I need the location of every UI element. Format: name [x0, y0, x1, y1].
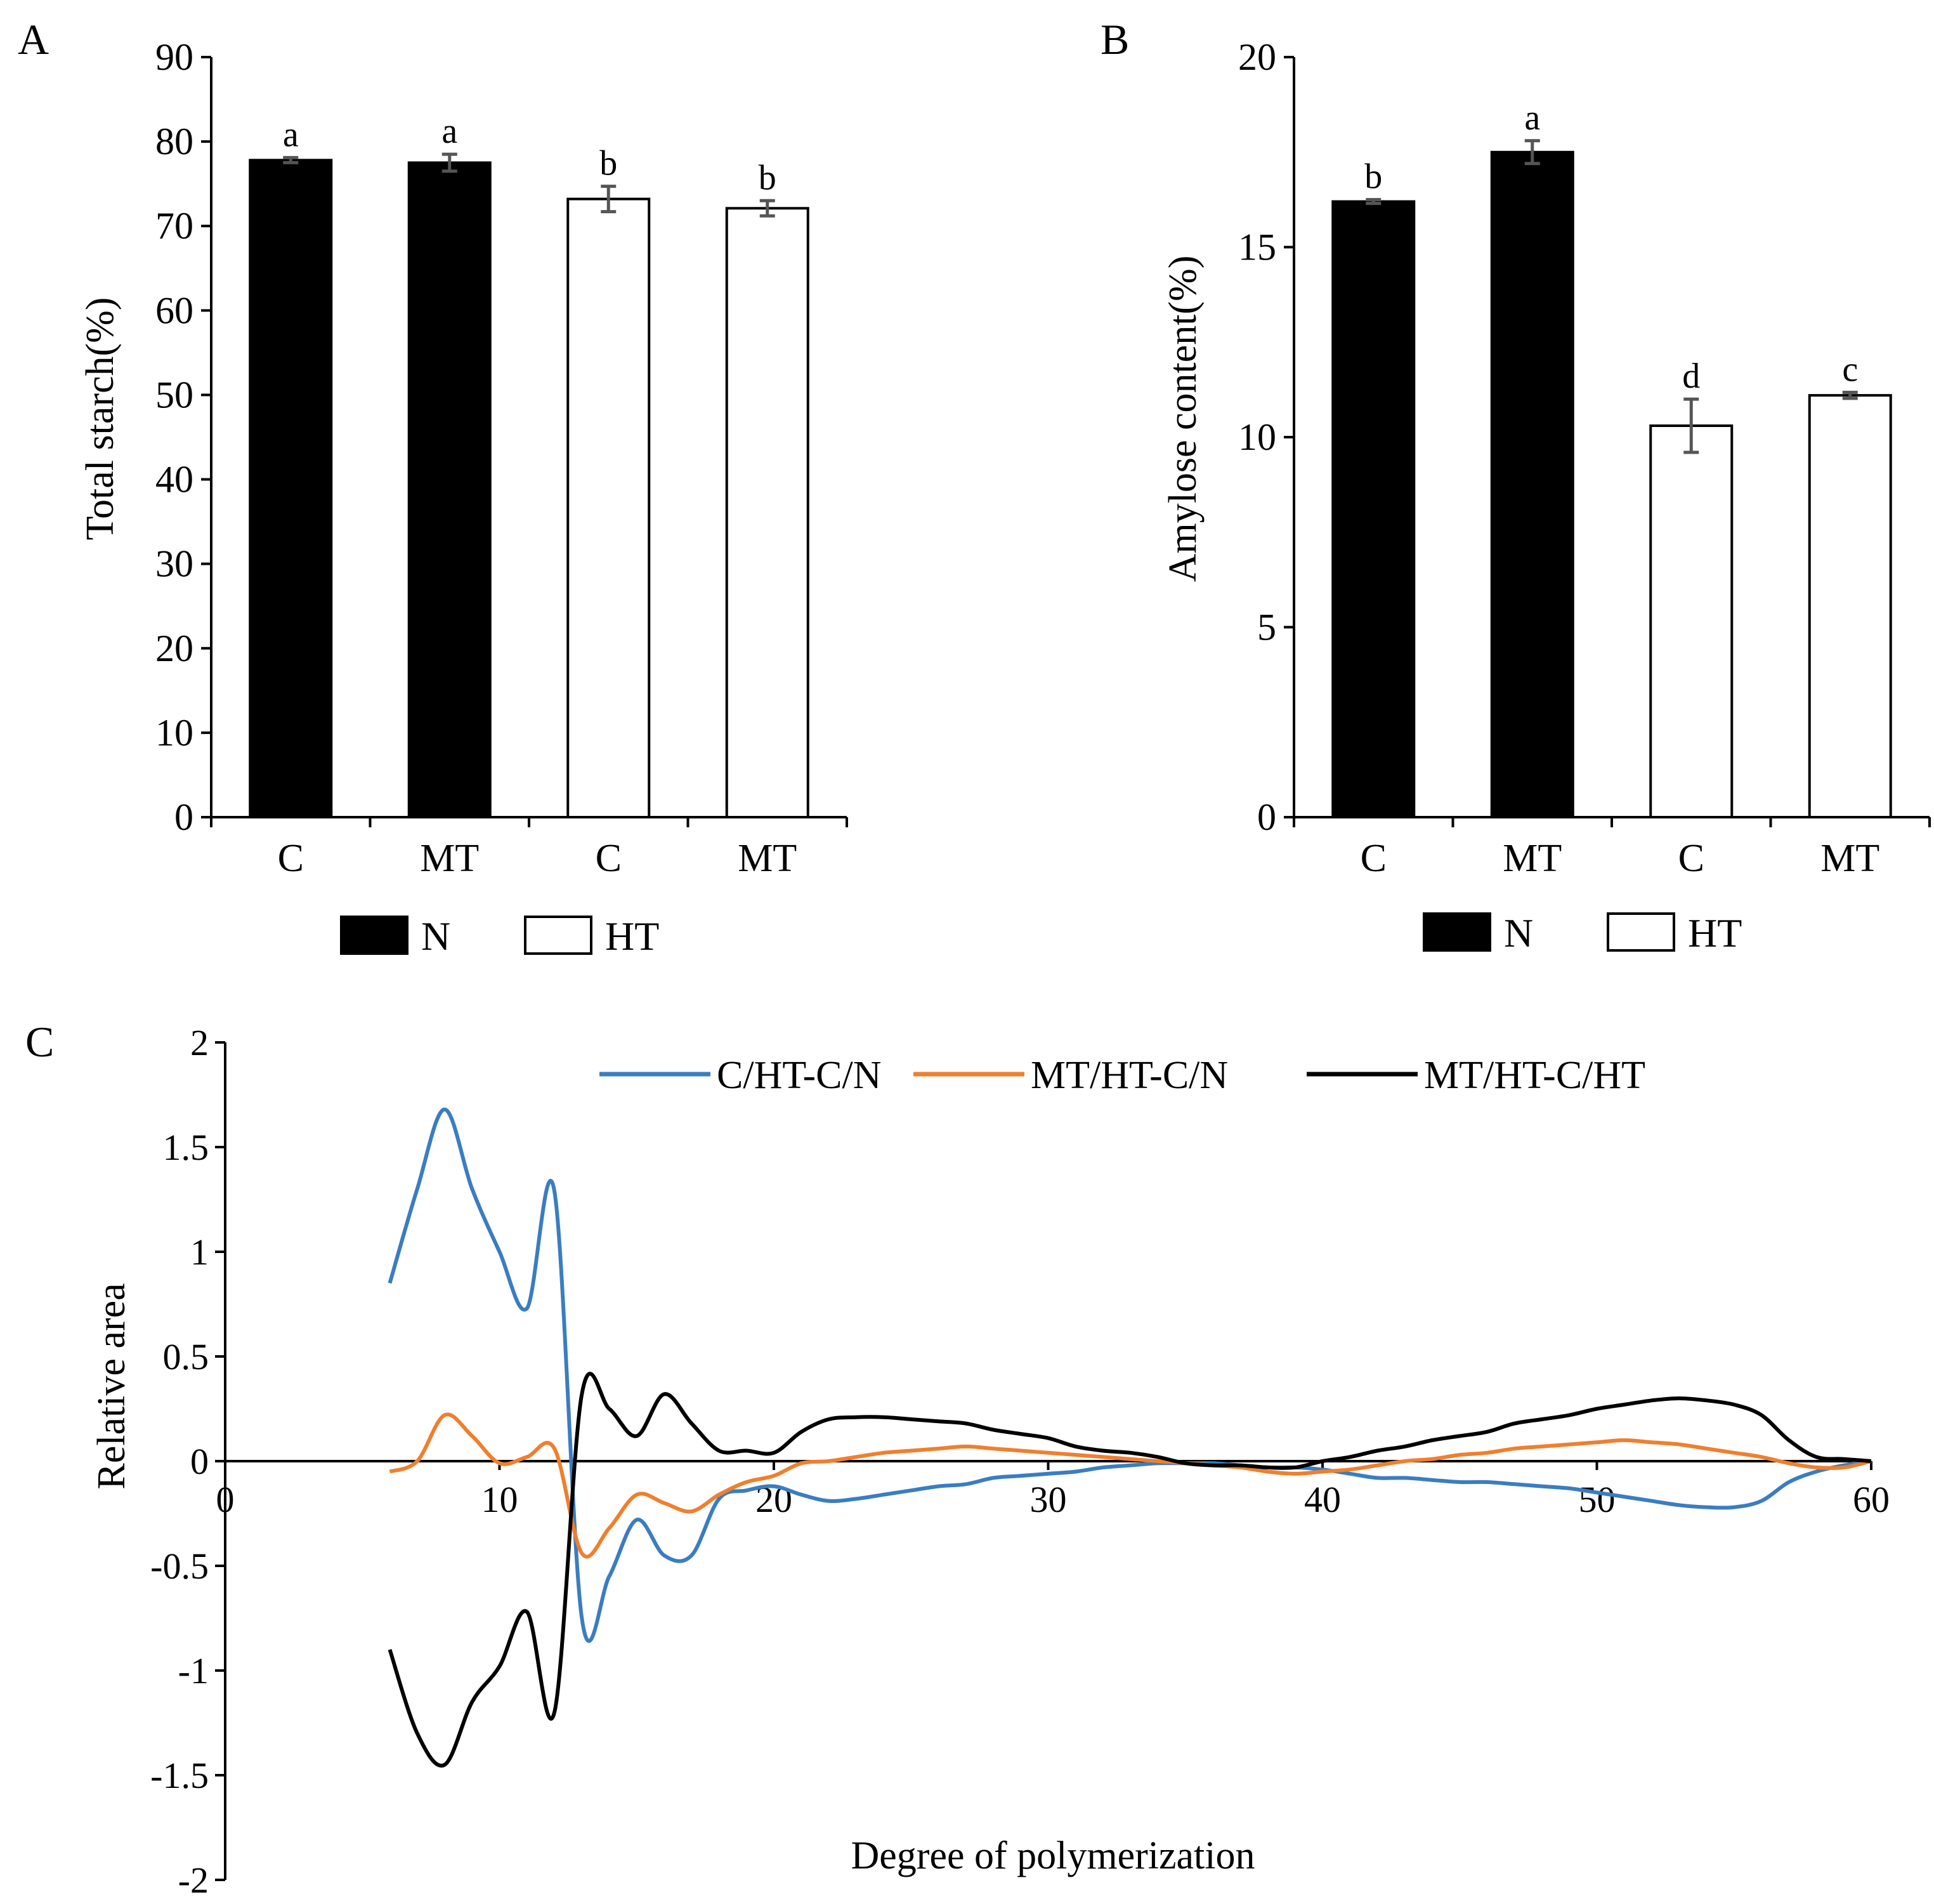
panel-c-y-tick-label: -2 [178, 1860, 209, 1901]
panel-b-legend-swatch [1607, 912, 1675, 952]
panel-a-sig-letter: b [599, 144, 617, 183]
panel-b-category-label: C [1361, 837, 1387, 880]
panel-a-sig-letter: b [759, 158, 776, 197]
panel-b-legend-label: N [1504, 910, 1533, 955]
panel-c-y-tick-label: 2 [190, 1022, 209, 1063]
panel-c-series-line-3 [388, 1372, 1872, 1768]
panel-a-category-label: C [278, 837, 304, 880]
panel-a-y-tick-label: 0 [174, 796, 193, 838]
panel-a-y-tick-label: 10 [155, 712, 193, 754]
panel-c-series-line-1 [388, 1107, 1872, 1643]
panel-a-ylabel: Total starch(%) [79, 298, 122, 541]
panel-a-legend-label: HT [605, 914, 659, 959]
panel-b-bar [1649, 424, 1734, 818]
panel-c-y-tick-label: 0 [190, 1441, 209, 1482]
panel-c-legend-label: MT/HT-C/N [1031, 1054, 1228, 1097]
panel-a-bar [566, 197, 651, 819]
panel-c-ylabel: Relative area [90, 1283, 133, 1489]
panel-a-bar [249, 159, 333, 819]
panel-b-category-label: MT [1820, 837, 1879, 880]
panel-b: B Amylose content(%) 0 5 10 15 20 b Ca MT d Cc MT N… [1101, 15, 1931, 955]
panel-c-x-tick-label: 10 [481, 1479, 518, 1520]
panel-b-sig-letter: b [1364, 157, 1382, 197]
panel-a-y-tick-label: 70 [155, 205, 193, 247]
panel-b-sig-letter: c [1842, 350, 1858, 389]
panel-a-y-tick-label: 90 [155, 36, 193, 78]
panel-a-y-tick-label: 60 [155, 289, 193, 331]
panel-b-legend-swatch [1423, 912, 1491, 952]
panel-c-y-tick-label: -0.5 [150, 1546, 209, 1587]
panel-b-legend-label: HT [1688, 910, 1742, 955]
panel-c: C Relative area Degree of polymerization… [25, 1018, 1890, 1901]
panel-c-legend: C/HT-C/N MT/HT-C/N MT/HT-C/HT [599, 1054, 1645, 1097]
panel-a-category-label: MT [420, 837, 479, 880]
panel-b-y-tick-label: 15 [1238, 227, 1276, 268]
panel-c-legend-label: C/HT-C/N [717, 1054, 882, 1097]
panel-c-y-tick-label: 1 [190, 1231, 209, 1273]
panel-b-y-tick-label: 20 [1238, 36, 1276, 78]
panel-b-label: B [1101, 15, 1129, 63]
panel-a-y-tick-label: 20 [155, 627, 193, 669]
panel-c-series-line-2 [389, 1412, 1872, 1559]
panel-a-sig-letter: a [283, 115, 299, 154]
panel-c-x-tick-label: 30 [1030, 1479, 1067, 1520]
panel-b-sig-letter: a [1524, 98, 1540, 138]
panel-a-label: A [18, 15, 49, 63]
panel-c-label: C [25, 1018, 54, 1066]
panel-a-legend-swatch [340, 916, 408, 955]
panel-a-legend-swatch [524, 916, 592, 955]
panel-b-category-label: C [1678, 837, 1704, 880]
panel-c-x-tick-label: 0 [216, 1479, 235, 1520]
panel-b-ylabel: Amylose content(%) [1161, 256, 1205, 582]
panel-c-x-tick-label: 50 [1579, 1479, 1616, 1520]
panel-a: A Total starch(%) 0 10 20 30 40 50 60 70 80 90 a Ca… [18, 15, 848, 959]
panel-c-legend-label: MT/HT-C/HT [1424, 1054, 1645, 1097]
panel-a-y-tick-label: 30 [155, 543, 193, 585]
panel-b-y-tick-label: 10 [1238, 416, 1276, 458]
panel-b-bar [1490, 150, 1574, 818]
panel-c-x-tick-label: 40 [1304, 1479, 1341, 1520]
panel-a-category-label: C [596, 837, 622, 880]
panel-c-y-tick-label: -1 [178, 1650, 209, 1691]
panel-b-category-label: MT [1503, 837, 1562, 880]
panel-c-xlabel: Degree of polymerization [851, 1834, 1255, 1877]
panel-a-y-tick-label: 50 [155, 374, 193, 416]
panel-b-bar [1808, 394, 1892, 818]
panel-a-y-tick-label: 80 [155, 121, 193, 162]
panel-a-bar [407, 161, 492, 818]
panel-b-y-tick-label: 5 [1257, 607, 1276, 648]
panel-c-y-tick-label: 1.5 [163, 1127, 209, 1168]
panel-a-category-label: MT [738, 837, 797, 880]
panel-a-bar [725, 207, 809, 819]
panel-c-y-tick-label: 0.5 [163, 1336, 209, 1377]
panel-a-legend-label: N [421, 914, 450, 959]
panel-a-sig-letter: a [441, 112, 457, 151]
panel-c-y-tick-label: -1.5 [150, 1755, 209, 1796]
panel-b-sig-letter: d [1682, 357, 1700, 396]
panel-a-y-tick-label: 40 [155, 459, 193, 501]
panel-b-bar [1331, 200, 1416, 818]
panel-c-x-tick-label: 60 [1853, 1479, 1890, 1520]
panel-b-y-tick-label: 0 [1257, 796, 1276, 838]
